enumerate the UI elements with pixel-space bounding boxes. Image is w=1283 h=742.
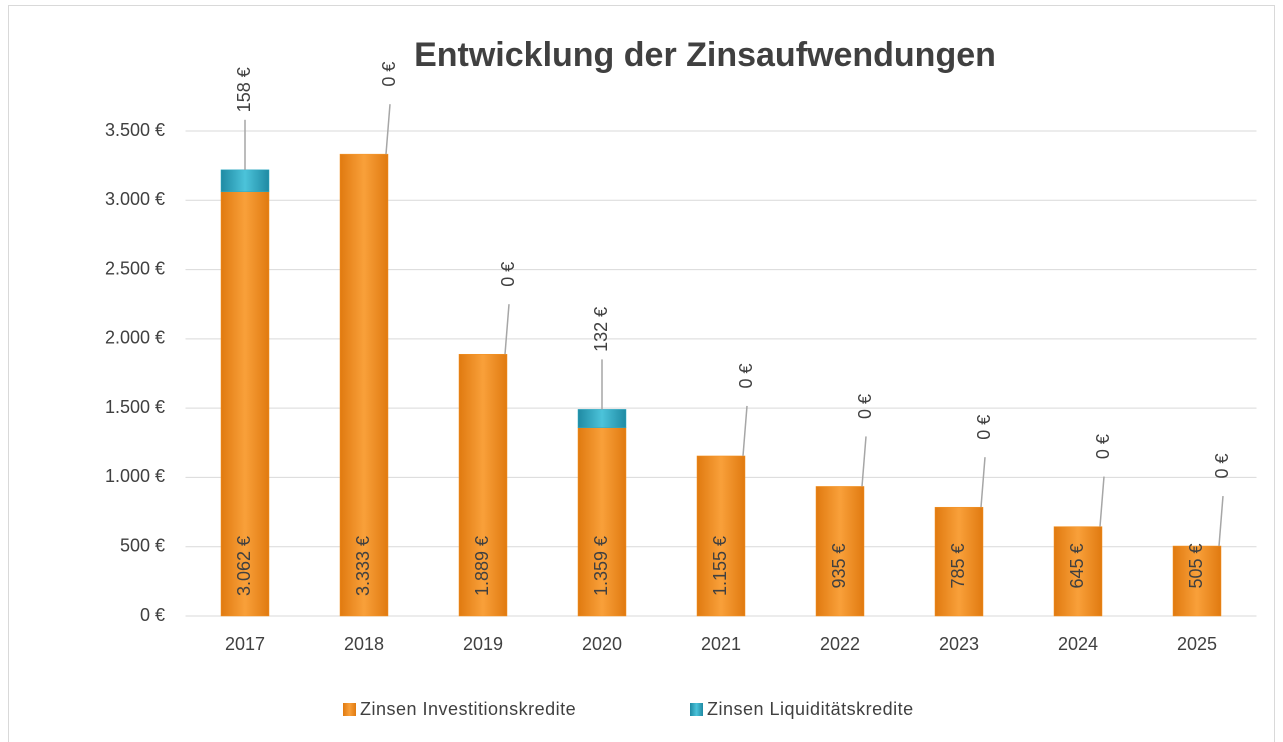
y-tick-label: 1.500 € [105,397,165,417]
y-tick-label: 2.000 € [105,328,165,348]
x-tick-label: 2020 [582,634,622,654]
leader-line [1218,495,1224,547]
data-label: 3.333 € [353,536,373,596]
data-label: 1.889 € [472,536,492,596]
data-label: 1.359 € [591,536,611,596]
data-label: 0 € [1212,454,1232,479]
y-tick-label: 1.000 € [105,466,165,486]
legend-swatch [343,703,356,716]
data-label: 785 € [948,543,968,588]
y-tick-label: 2.500 € [105,258,165,278]
bar-segment [220,169,270,192]
data-label: 132 € [591,307,611,352]
data-label: 505 € [1186,543,1206,588]
x-tick-label: 2025 [1177,634,1217,654]
y-tick-label: 3.500 € [105,120,165,140]
chart-frame [8,5,1275,742]
data-label: 1.155 € [710,536,730,596]
leader-line [742,405,748,457]
x-tick-label: 2022 [820,634,860,654]
legend-label: Zinsen Investitionskredite [360,699,576,719]
data-label: 158 € [234,67,254,112]
leader-line [385,104,391,155]
data-label: 3.062 € [234,536,254,596]
data-label: 0 € [736,363,756,388]
data-label: 0 € [379,62,399,87]
data-label: 0 € [855,394,875,419]
x-tick-label: 2021 [701,634,741,654]
chart-title: Entwicklung der Zinsaufwendungen [414,36,996,74]
leader-line [504,304,510,355]
data-label: 0 € [498,262,518,287]
bar-segment [934,506,984,617]
bar-segment [458,353,508,617]
bar-segment [339,153,389,617]
x-tick-label: 2024 [1058,634,1098,654]
data-label: 0 € [974,415,994,440]
x-tick-label: 2018 [344,634,384,654]
leader-line [980,457,986,508]
x-tick-label: 2019 [463,634,503,654]
bar-segment [815,486,865,617]
bar-segment [696,455,746,617]
data-label: 935 € [829,543,849,588]
bar-segment [1172,545,1222,617]
data-label: 0 € [1093,434,1113,459]
bar-segment [220,191,270,617]
bar-segment [577,427,627,617]
x-tick-label: 2017 [225,634,265,654]
leader-line [861,436,867,487]
y-tick-label: 3.000 € [105,189,165,209]
leader-line [1099,476,1105,527]
data-label: 645 € [1067,543,1087,588]
x-tick-label: 2023 [939,634,979,654]
legend-swatch [690,703,703,716]
legend-label: Zinsen Liquiditätskredite [707,699,914,719]
y-tick-label: 500 € [120,535,165,555]
y-tick-label: 0 € [140,605,165,625]
bar-segment [1053,526,1103,617]
bar-segment [577,409,627,428]
